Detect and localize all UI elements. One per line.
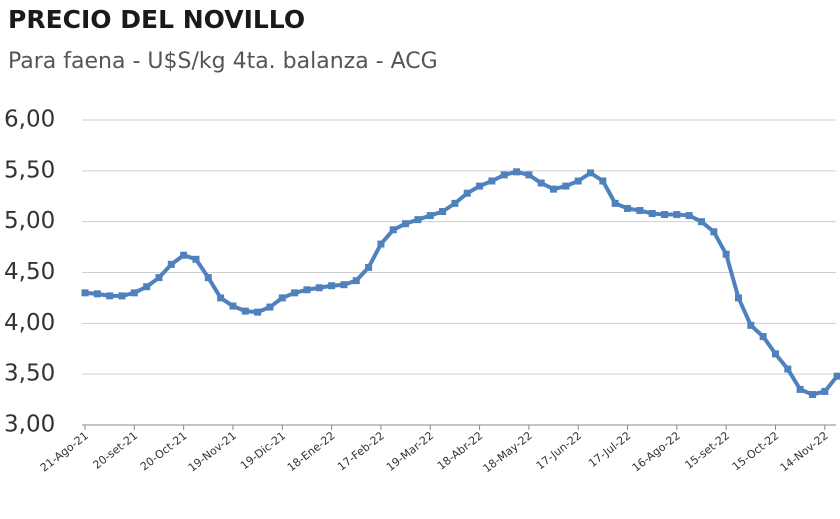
series-line — [84, 169, 839, 397]
data-point — [365, 263, 373, 271]
data-point — [217, 294, 225, 302]
data-point — [500, 171, 508, 179]
data-point — [229, 302, 237, 310]
x-tick-label: 15-set-22 — [682, 429, 732, 472]
data-point — [562, 182, 570, 190]
data-point — [439, 208, 447, 215]
data-point — [574, 177, 582, 185]
x-tick-label: 18-May-22 — [481, 429, 535, 475]
data-point — [340, 281, 348, 289]
data-point — [636, 206, 644, 214]
data-point — [81, 289, 89, 297]
data-point — [118, 292, 126, 300]
x-tick-label: 19-Mar-22 — [384, 429, 436, 474]
x-tick-label: 20-Oct-21 — [138, 429, 190, 473]
x-tick-label: 18-Abr-22 — [435, 429, 486, 473]
x-tick-label: 15-Oct-22 — [730, 429, 782, 473]
data-point — [648, 210, 656, 218]
data-point — [315, 284, 323, 292]
data-point — [771, 350, 779, 358]
data-point — [278, 294, 286, 302]
x-tick-label: 19-Dic-21 — [238, 429, 288, 472]
y-tick-label: 3,00 — [4, 412, 55, 438]
data-point — [833, 372, 840, 380]
x-tick-label: 20-set-21 — [91, 429, 141, 472]
y-tick-label: 4,00 — [4, 310, 55, 336]
data-point — [796, 385, 804, 393]
data-point — [303, 286, 311, 294]
data-point — [241, 307, 249, 315]
data-point — [414, 216, 422, 224]
data-point — [143, 283, 151, 291]
y-tick-label: 6,00 — [4, 107, 55, 133]
chart-title: PRECIO DEL NOVILLO — [8, 5, 305, 34]
data-point — [106, 292, 114, 300]
data-point — [722, 250, 730, 258]
data-point — [451, 199, 459, 207]
data-point — [192, 255, 200, 263]
data-point — [599, 177, 607, 185]
data-point — [747, 321, 755, 329]
data-point — [624, 204, 632, 212]
data-point — [155, 274, 163, 282]
data-point — [167, 260, 175, 268]
x-tick-label: 16-Ago-22 — [630, 429, 683, 474]
data-point — [673, 211, 681, 219]
data-point — [266, 303, 274, 311]
chart-subtitle: Para faena - U$S/kg 4ta. balanza - ACG — [8, 49, 438, 74]
x-tick-label: 17-Jul-22 — [586, 429, 633, 470]
data-point — [661, 211, 669, 219]
data-point — [402, 220, 410, 228]
data-point — [352, 277, 360, 285]
data-point — [180, 251, 188, 259]
data-point — [784, 365, 792, 373]
data-point — [734, 294, 742, 302]
y-tick-label: 5,00 — [4, 208, 55, 234]
data-point — [525, 171, 533, 179]
data-point — [488, 177, 496, 185]
data-point — [389, 226, 397, 234]
data-point — [513, 168, 521, 176]
data-point — [537, 179, 545, 187]
data-point — [130, 289, 138, 297]
data-point — [204, 274, 212, 282]
data-point — [476, 182, 484, 190]
data-point — [587, 169, 595, 177]
y-tick-label: 4,50 — [4, 259, 55, 285]
data-point — [808, 391, 816, 398]
data-point — [426, 212, 434, 220]
data-point — [93, 290, 101, 298]
x-tick-label: 17-Jun-22 — [534, 429, 584, 472]
data-point — [685, 212, 693, 220]
data-point — [821, 387, 829, 395]
data-point — [759, 333, 767, 341]
data-point — [377, 240, 385, 248]
x-tick-label: 17-Feb-22 — [335, 429, 387, 473]
x-tick-label: 19-Nov-21 — [186, 429, 239, 474]
data-point — [291, 289, 299, 297]
data-point — [710, 228, 718, 236]
data-point — [463, 189, 471, 197]
data-point — [328, 282, 336, 290]
x-tick-label: 18-Ene-22 — [285, 429, 338, 474]
data-point — [550, 185, 558, 193]
y-tick-label: 3,50 — [4, 361, 55, 387]
data-point — [611, 199, 619, 207]
data-point — [254, 308, 262, 316]
x-tick-label: 14-Nov-22 — [778, 429, 831, 474]
data-point — [698, 218, 705, 226]
y-tick-label: 5,50 — [4, 157, 55, 183]
